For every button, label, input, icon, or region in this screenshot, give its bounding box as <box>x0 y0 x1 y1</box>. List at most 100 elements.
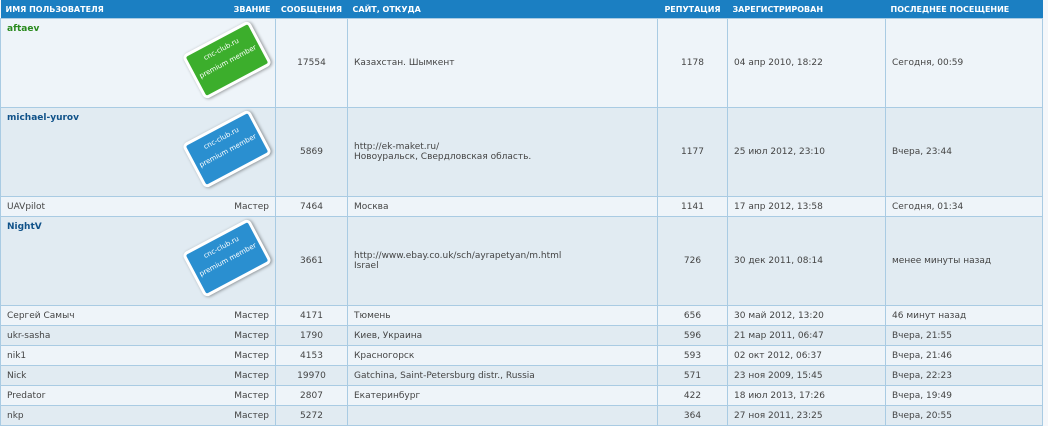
name-cell: ukr-sasha Мастер <box>0 325 276 346</box>
site-cell: Красногорск <box>347 345 658 366</box>
reputation-cell: 726 <box>657 216 728 306</box>
name-cell: NightV cnc-club.ru premium member <box>0 216 276 306</box>
posts-cell: 4153 <box>275 345 348 366</box>
username[interactable]: NightV <box>7 222 42 232</box>
header-text[interactable]: ИМЯ ПОЛЬЗОВАТЕЛЯ <box>5 4 104 14</box>
name-cell: michael-yurov cnc-club.ru premium member <box>0 107 276 197</box>
posts-cell: 4171 <box>275 305 348 326</box>
rank: Мастер <box>234 310 269 321</box>
reputation-cell: 596 <box>657 325 728 346</box>
name-cell: nik1 Мастер <box>0 345 276 366</box>
registered-cell: 04 апр 2010, 18:22 <box>727 18 886 108</box>
member-row: nik1 Мастер 4153 Красногорск 593 02 окт 2012,… <box>0 345 1043 366</box>
last-visit-cell: Вчера, 19:49 <box>885 385 1043 406</box>
username[interactable]: Сергей Самыч <box>7 310 75 321</box>
member-row: michael-yurov cnc-club.ru premium member 58… <box>0 107 1043 197</box>
rank: Мастер <box>234 350 269 361</box>
posts-cell: 19970 <box>275 365 348 386</box>
table-body: aftaev cnc-club.ru premium member 17554 Каза… <box>0 18 1043 426</box>
last-visit-cell: Сегодня, 01:34 <box>885 196 1043 217</box>
last-visit-cell: менее минуты назад <box>885 216 1043 306</box>
last-visit-cell: Вчера, 23:44 <box>885 107 1043 197</box>
location: Новоуральск, Свердловская область. <box>354 152 532 162</box>
last-visit-cell: Сегодня, 00:59 <box>885 18 1043 108</box>
member-row: ukr-sasha Мастер 1790 Киев, Украина 596 21 ма… <box>0 325 1043 346</box>
member-row: aftaev cnc-club.ru premium member 17554 Каза… <box>0 18 1043 108</box>
location: Киев, Украина <box>354 330 423 341</box>
name-cell: Predator Мастер <box>0 385 276 406</box>
reputation-cell: 1141 <box>657 196 728 217</box>
member-row: nkp Мастер 5272 364 27 ноя 2011, 23:25 Вчера,… <box>0 405 1043 426</box>
username[interactable]: nik1 <box>7 350 27 361</box>
site-cell <box>347 405 658 426</box>
rank: Мастер <box>234 330 269 341</box>
location: Gatchina, Saint-Petersburg distr., Russi… <box>354 370 535 381</box>
site-cell: Казахстан. Шымкент <box>347 18 658 108</box>
site-cell: Екатеринбург <box>347 385 658 406</box>
site-link[interactable]: http://www.ebay.co.uk/sch/ayrapetyan/m.h… <box>354 251 562 261</box>
posts-cell: 5869 <box>275 107 348 197</box>
member-row: Predator Мастер 2807 Екатеринбург 422 18 июл … <box>0 385 1043 406</box>
username[interactable]: michael-yurov <box>7 113 79 123</box>
location: Тюмень <box>354 310 391 321</box>
location: Екатеринбург <box>354 390 421 401</box>
rank-badge: cnc-club.ru premium member <box>181 109 273 189</box>
location: Казахстан. Шымкент <box>354 58 455 68</box>
last-visit-cell: Вчера, 20:55 <box>885 405 1043 426</box>
site-cell: Тюмень <box>347 305 658 326</box>
site-cell: http://www.ebay.co.uk/sch/ayrapetyan/m.h… <box>347 216 658 306</box>
username[interactable]: Nick <box>7 370 27 381</box>
location: Красногорск <box>354 350 415 361</box>
location: Israel <box>354 261 379 271</box>
registered-cell: 21 мар 2011, 06:47 <box>727 325 886 346</box>
username[interactable]: UAVpilot <box>7 201 46 212</box>
registered-cell: 17 апр 2012, 13:58 <box>727 196 886 217</box>
registered-cell: 30 май 2012, 13:20 <box>727 305 886 326</box>
username[interactable]: Predator <box>7 390 46 401</box>
reputation-cell: 364 <box>657 405 728 426</box>
site-cell: Москва <box>347 196 658 217</box>
last-visit-cell: Вчера, 22:23 <box>885 365 1043 386</box>
posts-cell: 2807 <box>275 385 348 406</box>
rank: Мастер <box>234 410 269 421</box>
header-cell[interactable]: САЙТ, ОТКУДА <box>347 0 658 19</box>
registered-cell: 23 ноя 2009, 15:45 <box>727 365 886 386</box>
rank-badge: cnc-club.ru premium member <box>181 20 273 100</box>
registered-cell: 18 июл 2013, 17:26 <box>727 385 886 406</box>
header-cell[interactable]: СООБЩЕНИЯ <box>275 0 348 19</box>
header-cell[interactable]: ПОСЛЕДНЕЕ ПОСЕЩЕНИЕ <box>885 0 1043 19</box>
rank: Мастер <box>234 370 269 381</box>
reputation-cell: 1178 <box>657 18 728 108</box>
last-visit-cell: 46 минут назад <box>885 305 1043 326</box>
member-row: NightV cnc-club.ru premium member 3661 http:… <box>0 216 1043 306</box>
name-cell: UAVpilot Мастер <box>0 196 276 217</box>
rank: Мастер <box>234 390 269 401</box>
header-cell[interactable]: РЕПУТАЦИЯ <box>657 0 728 19</box>
name-cell: nkp Мастер <box>0 405 276 426</box>
reputation-cell: 593 <box>657 345 728 366</box>
registered-cell: 30 дек 2011, 08:14 <box>727 216 886 306</box>
registered-cell: 25 июл 2012, 23:10 <box>727 107 886 197</box>
username[interactable]: ukr-sasha <box>7 330 51 341</box>
registered-cell: 27 ноя 2011, 23:25 <box>727 405 886 426</box>
posts-cell: 1790 <box>275 325 348 346</box>
site-link[interactable]: http://ek-maket.ru/ <box>354 142 440 152</box>
site-cell: Киев, Украина <box>347 325 658 346</box>
member-row: UAVpilot Мастер 7464 Москва 1141 17 апр 2012,… <box>0 196 1043 217</box>
rank-badge: cnc-club.ru premium member <box>181 218 273 298</box>
member-row: Сергей Самыч Мастер 4171 Тюмень 656 30 май 20… <box>0 305 1043 326</box>
site-cell: Gatchina, Saint-Petersburg distr., Russi… <box>347 365 658 386</box>
reputation-cell: 422 <box>657 385 728 406</box>
location: Москва <box>354 201 389 212</box>
registered-cell: 02 окт 2012, 06:37 <box>727 345 886 366</box>
username[interactable]: aftaev <box>7 24 40 34</box>
header-cell[interactable]: ЗАРЕГИСТРИРОВАН <box>727 0 886 19</box>
header-cell[interactable]: ИМЯ ПОЛЬЗОВАТЕЛЯ ЗВАНИЕ <box>0 0 276 19</box>
site-cell: http://ek-maket.ru/Новоуральск, Свердлов… <box>347 107 658 197</box>
name-cell: Сергей Самыч Мастер <box>0 305 276 326</box>
name-cell: aftaev cnc-club.ru premium member <box>0 18 276 108</box>
header-text[interactable]: ЗВАНИЕ <box>233 4 271 14</box>
username[interactable]: nkp <box>7 410 24 421</box>
reputation-cell: 656 <box>657 305 728 326</box>
